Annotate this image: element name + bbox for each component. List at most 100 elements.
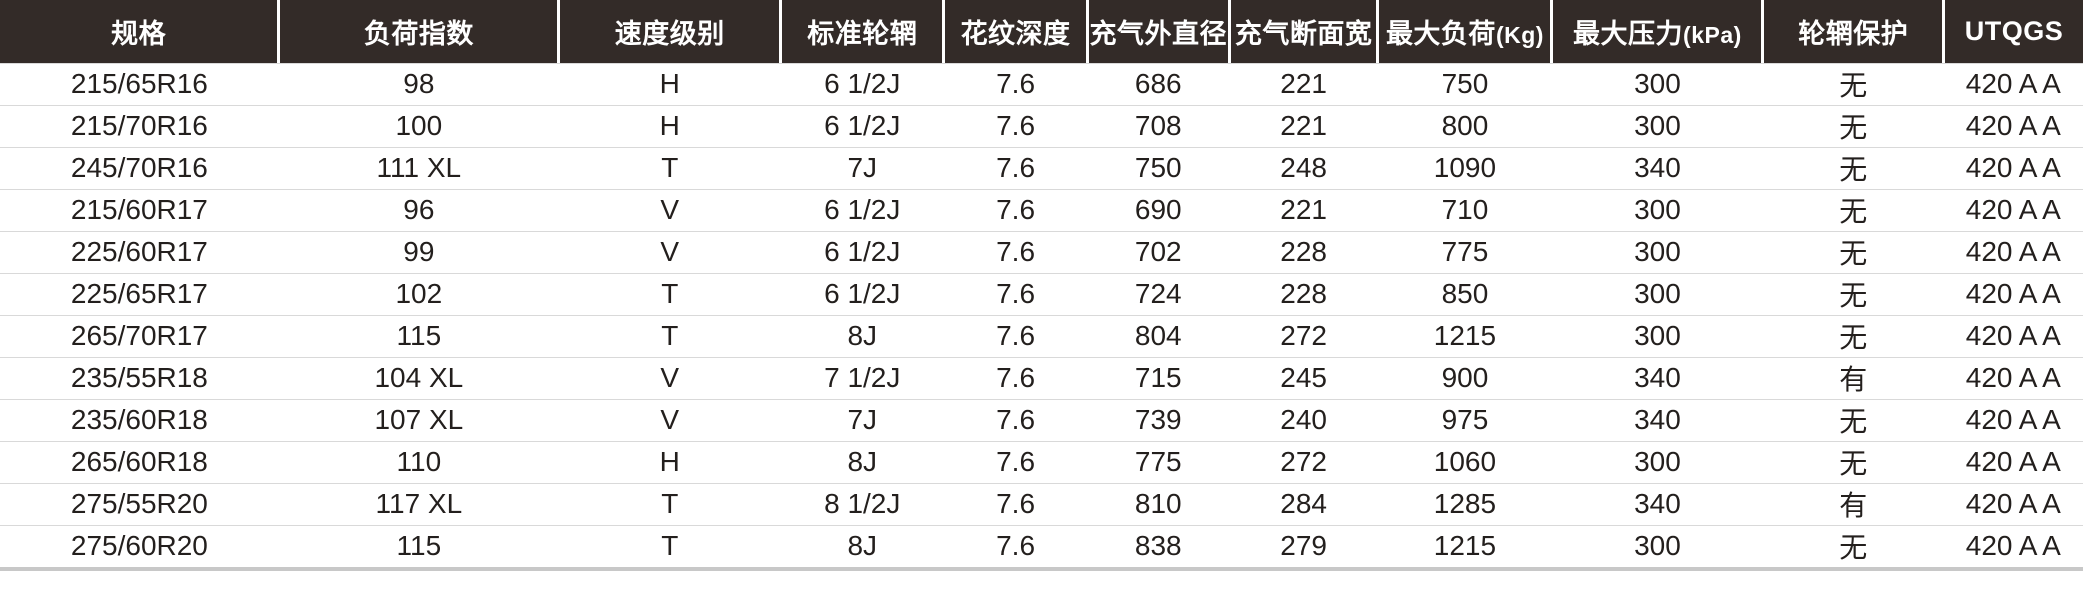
cell-speed_rating: V — [558, 398, 781, 441]
cell-size: 265/70R17 — [0, 314, 279, 357]
cell-utqgs: 420 A A — [1943, 398, 2083, 441]
cell-speed_rating: V — [558, 356, 781, 399]
column-header-rim: 标准轮辋 — [780, 0, 946, 63]
cell-load_index: 110 — [278, 440, 559, 483]
column-header-max_press: 最大压力(kPa) — [1551, 0, 1765, 63]
cell-max_press: 340 — [1551, 356, 1763, 399]
cell-section_w: 221 — [1229, 104, 1378, 147]
cell-tread_depth: 7.6 — [943, 314, 1088, 357]
cell-size: 235/60R18 — [0, 398, 279, 441]
table-row: 245/70R16 111 XL T 7J 7.6 750 248 1090 340 无 420 A… — [0, 146, 2083, 189]
cell-rim_protect: 无 — [1762, 524, 1944, 571]
cell-rim_protect: 无 — [1762, 440, 1944, 483]
cell-max_press: 340 — [1551, 398, 1763, 441]
cell-load_index: 100 — [278, 104, 559, 147]
cell-rim: 7J — [780, 146, 944, 189]
cell-utqgs: 420 A A — [1943, 230, 2083, 273]
cell-outer_dia: 708 — [1087, 104, 1230, 147]
cell-section_w: 228 — [1229, 230, 1378, 273]
cell-rim: 6 1/2J — [780, 188, 944, 231]
table-row: 225/60R17 99 V 6 1/2J 7.6 702 228 775 300 无 420 A … — [0, 230, 2083, 273]
cell-max_press: 300 — [1551, 440, 1763, 483]
cell-rim_protect: 无 — [1762, 104, 1944, 147]
cell-outer_dia: 775 — [1087, 440, 1230, 483]
column-header-label: 充气外直径 — [1089, 19, 1228, 49]
cell-rim_protect: 有 — [1762, 356, 1944, 399]
cell-tread_depth: 7.6 — [943, 146, 1088, 189]
cell-rim_protect: 无 — [1762, 314, 1944, 357]
cell-tread_depth: 7.6 — [943, 482, 1088, 525]
cell-size: 275/60R20 — [0, 524, 279, 571]
cell-size: 265/60R18 — [0, 440, 279, 483]
cell-utqgs: 420 A A — [1943, 440, 2083, 483]
cell-load_index: 115 — [278, 314, 559, 357]
table-row: 235/55R18 104 XL V 7 1/2J 7.6 715 245 900 340 有 42… — [0, 356, 2083, 399]
cell-rim: 6 1/2J — [780, 62, 944, 105]
cell-rim_protect: 无 — [1762, 272, 1944, 315]
cell-size: 275/55R20 — [0, 482, 279, 525]
cell-rim_protect: 无 — [1762, 398, 1944, 441]
table-row: 235/60R18 107 XL V 7J 7.6 739 240 975 340 无 420 A … — [0, 398, 2083, 441]
cell-tread_depth: 7.6 — [943, 230, 1088, 273]
cell-max_load: 775 — [1377, 230, 1552, 273]
cell-rim: 6 1/2J — [780, 104, 944, 147]
cell-size: 215/60R17 — [0, 188, 279, 231]
cell-size: 215/70R16 — [0, 104, 279, 147]
table-row: 215/65R16 98 H 6 1/2J 7.6 686 221 750 300 无 420 A … — [0, 62, 2083, 105]
cell-size: 235/55R18 — [0, 356, 279, 399]
cell-outer_dia: 750 — [1087, 146, 1230, 189]
cell-section_w: 248 — [1229, 146, 1378, 189]
header-row: 规格 负荷指数 速度级别 标准轮辋 花纹深度 充气外直径 充气断面宽 最大负荷(Kg) 最大压力… — [0, 0, 2083, 63]
column-header-outer_dia: 充气外直径 — [1087, 0, 1231, 63]
cell-utqgs: 420 A A — [1943, 104, 2083, 147]
cell-max_load: 900 — [1377, 356, 1552, 399]
cell-utqgs: 420 A A — [1943, 146, 2083, 189]
column-header-label: 充气断面宽 — [1234, 19, 1373, 49]
cell-section_w: 240 — [1229, 398, 1378, 441]
cell-rim_protect: 无 — [1762, 188, 1944, 231]
cell-speed_rating: V — [558, 230, 781, 273]
cell-max_load: 710 — [1377, 188, 1552, 231]
cell-outer_dia: 715 — [1087, 356, 1230, 399]
cell-speed_rating: H — [558, 104, 781, 147]
table-body: 215/65R16 98 H 6 1/2J 7.6 686 221 750 300 无 420 A … — [0, 62, 2083, 571]
cell-rim: 6 1/2J — [780, 272, 944, 315]
cell-max_press: 300 — [1551, 230, 1763, 273]
column-header-size: 规格 — [0, 0, 281, 63]
cell-utqgs: 420 A A — [1943, 482, 2083, 525]
column-header-label: 最大负荷 — [1385, 19, 1496, 49]
cell-max_load: 975 — [1377, 398, 1552, 441]
cell-load_index: 96 — [278, 188, 559, 231]
cell-utqgs: 420 A A — [1943, 188, 2083, 231]
table-row: 265/70R17 115 T 8J 7.6 804 272 1215 300 无 420 A A — [0, 314, 2083, 357]
cell-max_press: 300 — [1551, 104, 1763, 147]
tire-specification-table: 规格 负荷指数 速度级别 标准轮辋 花纹深度 充气外直径 充气断面宽 最大负荷(Kg) 最大压力… — [0, 0, 2083, 571]
column-header-label: 速度级别 — [614, 19, 725, 49]
cell-load_index: 115 — [278, 524, 559, 571]
cell-speed_rating: H — [558, 62, 781, 105]
cell-outer_dia: 810 — [1087, 482, 1230, 525]
column-header-utqgs: UTQGS — [1943, 0, 2083, 63]
cell-outer_dia: 804 — [1087, 314, 1230, 357]
cell-load_index: 117 XL — [278, 482, 559, 525]
cell-tread_depth: 7.6 — [943, 440, 1088, 483]
cell-tread_depth: 7.6 — [943, 398, 1088, 441]
cell-outer_dia: 702 — [1087, 230, 1230, 273]
column-header-load_index: 负荷指数 — [278, 0, 561, 63]
table-row: 275/60R20 115 T 8J 7.6 838 279 1215 300 无 420 A A — [0, 524, 2083, 571]
column-header-label: 负荷指数 — [363, 19, 474, 49]
table-row: 265/60R18 110 H 8J 7.6 775 272 1060 300 无 420 A A — [0, 440, 2083, 483]
column-header-unit: (Kg) — [1495, 22, 1544, 48]
table-header: 规格 负荷指数 速度级别 标准轮辋 花纹深度 充气外直径 充气断面宽 最大负荷(Kg) 最大压力… — [0, 0, 2083, 63]
cell-rim_protect: 无 — [1762, 230, 1944, 273]
cell-rim_protect: 无 — [1762, 62, 1944, 105]
cell-speed_rating: T — [558, 272, 781, 315]
cell-max_load: 850 — [1377, 272, 1552, 315]
cell-section_w: 284 — [1229, 482, 1378, 525]
cell-outer_dia: 690 — [1087, 188, 1230, 231]
cell-tread_depth: 7.6 — [943, 62, 1088, 105]
cell-tread_depth: 7.6 — [943, 272, 1088, 315]
cell-rim: 8J — [780, 440, 944, 483]
cell-size: 225/60R17 — [0, 230, 279, 273]
cell-size: 215/65R16 — [0, 62, 279, 105]
